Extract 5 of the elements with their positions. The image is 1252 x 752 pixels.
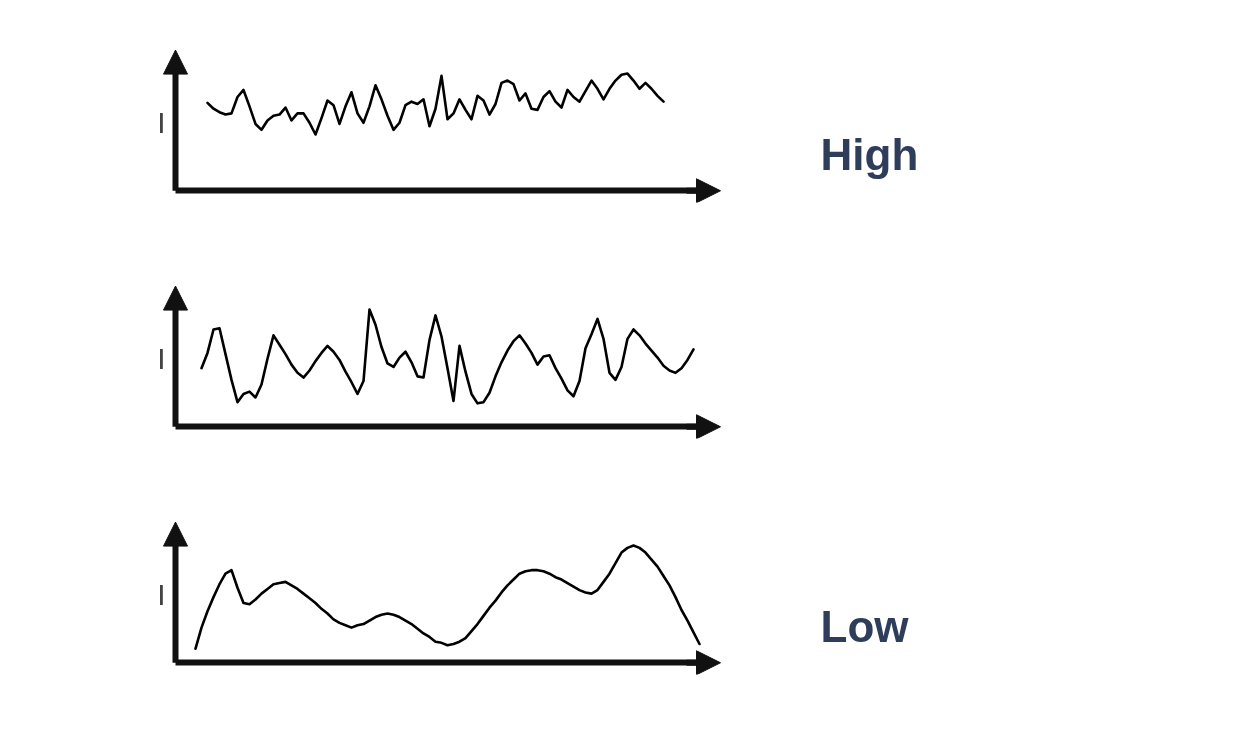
y-axis-title: I [157, 578, 166, 612]
text: High [820, 129, 919, 179]
text: Low [820, 601, 910, 651]
y-axis-title: I [157, 342, 166, 376]
y-axis-title: I [157, 106, 166, 140]
